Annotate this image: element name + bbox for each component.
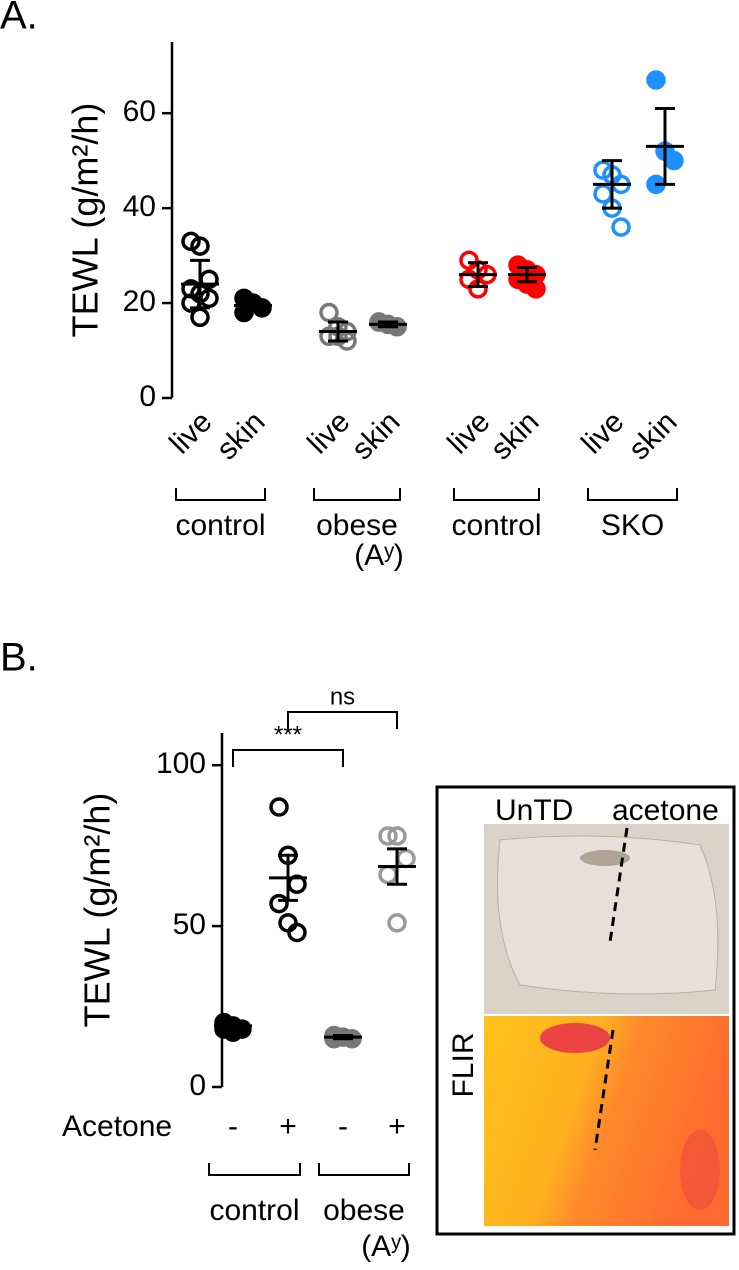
data-point	[526, 279, 546, 299]
hot-spot	[540, 1023, 610, 1053]
x-tick-label: skin	[622, 405, 683, 466]
data-point	[287, 922, 307, 943]
data-point	[378, 864, 398, 885]
group-label: control	[451, 509, 541, 542]
significance-label: ns	[330, 683, 355, 710]
y-tick-label: 20	[123, 285, 156, 318]
inset: UnTD acetone FLIR	[435, 785, 736, 1236]
x-tick-label: live	[441, 405, 496, 460]
x-tick-label: skin	[484, 405, 545, 466]
data-point	[234, 302, 254, 323]
group-bracket	[208, 1163, 301, 1176]
data-point	[611, 217, 631, 237]
spot	[580, 850, 630, 866]
data-point	[378, 826, 398, 846]
data-point	[278, 913, 298, 933]
x-tick-label: +	[388, 1110, 406, 1143]
significance-bracket	[287, 711, 398, 729]
data-point	[269, 893, 289, 914]
x-tick-label: +	[279, 1110, 297, 1143]
x-tick-label: -	[338, 1110, 348, 1143]
significance-bracket	[232, 749, 344, 767]
data-point	[664, 150, 684, 171]
y-axis-label: TEWL (g/m²/h)	[77, 793, 118, 1028]
group-bracket	[453, 488, 540, 501]
hot-spot	[680, 1130, 720, 1210]
thermal-label: FLIR	[447, 1032, 480, 1097]
group-bracket	[175, 488, 266, 501]
x-tick-label: live	[163, 405, 218, 460]
x-tick-label: live	[301, 405, 356, 460]
y-tick-label: 0	[139, 380, 156, 413]
panel-label: A.	[0, 0, 38, 38]
data-point	[387, 913, 407, 933]
group-label: SKO	[601, 509, 664, 542]
data-point	[190, 236, 210, 256]
x-tick-label: live	[575, 405, 630, 460]
panel-label: B.	[0, 636, 38, 680]
group-label: control	[209, 1194, 299, 1227]
divider	[593, 1029, 615, 1151]
data-point	[459, 250, 479, 271]
group-label: obese	[323, 1194, 405, 1227]
x-tick-label: -	[228, 1110, 238, 1143]
y-tick-label: 60	[123, 95, 156, 128]
skin-sample	[497, 835, 719, 995]
group-bracket	[587, 488, 678, 501]
group-sublabel: (Aʸ)	[361, 1230, 411, 1263]
data-point	[387, 826, 407, 846]
x-tick-label: skin	[210, 405, 271, 466]
y-tick-label: 0	[189, 1069, 206, 1102]
x-tick-label: skin	[345, 405, 406, 466]
group-bracket	[313, 488, 401, 501]
inset-label: acetone	[612, 794, 719, 827]
group-label: obese	[316, 509, 398, 542]
divider	[608, 827, 629, 943]
y-tick-label: 100	[156, 747, 206, 780]
inset-label: UnTD	[495, 794, 573, 827]
data-point	[190, 307, 210, 328]
data-point	[269, 797, 289, 817]
group-bracket	[318, 1163, 410, 1176]
data-point	[646, 70, 666, 90]
group-sublabel: (Aʸ)	[354, 539, 404, 572]
y-axis-label: TEWL (g/m²/h)	[65, 103, 106, 338]
group-label: control	[175, 509, 265, 542]
y-tick-label: 50	[173, 908, 206, 941]
row-label: Acetone	[62, 1110, 172, 1143]
data-point	[252, 298, 272, 318]
y-tick-label: 40	[123, 190, 156, 223]
data-point	[396, 848, 416, 869]
